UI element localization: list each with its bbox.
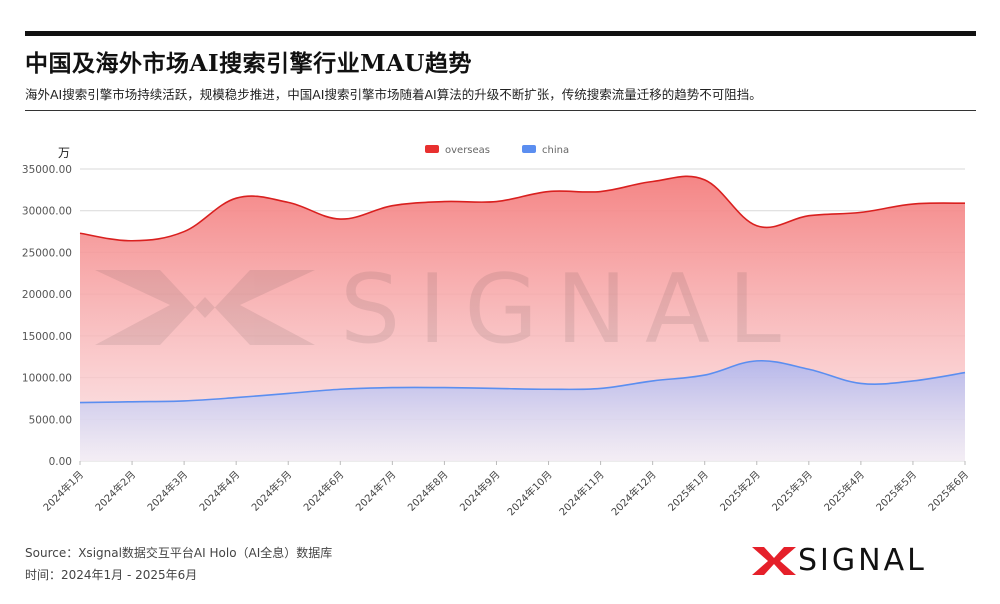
page-subtitle: 海外AI搜索引擎市场持续活跃，规模稳步推进，中国AI搜索引擎市场随着AI算法的升… (25, 87, 762, 102)
x-tick-label: 2024年7月 (353, 468, 399, 514)
logo-text: SIGNAL (798, 543, 927, 578)
overseas-line (79, 175, 966, 242)
x-tick-label: 2025年3月 (769, 468, 815, 514)
y-tick-label: 30000.00 (22, 206, 72, 218)
y-tick-label: 35000.00 (22, 164, 72, 176)
x-tick-label: 2024年4月 (196, 468, 242, 514)
x-tick-label: 2024年6月 (301, 468, 347, 514)
y-tick-label: 25000.00 (22, 247, 72, 259)
time-range-note: 时间：2024年1月 - 2025年6月 (25, 568, 198, 582)
x-tick-label: 2024年2月 (92, 468, 138, 514)
x-tick-label: 2025年5月 (873, 468, 919, 514)
divider (25, 110, 976, 111)
y-tick-label: 20000.00 (22, 289, 72, 301)
china-area (80, 360, 965, 461)
y-unit-label: 万 (58, 146, 70, 160)
x-tick-label: 2024年3月 (144, 468, 190, 514)
x-tick-label: 2024年11月 (556, 468, 606, 518)
y-tick-label: 5000.00 (29, 414, 72, 426)
x-tick-label: 2025年4月 (821, 468, 867, 514)
legend-label-overseas: overseas (445, 145, 490, 156)
x-tick-label: 2024年12月 (608, 468, 658, 518)
y-tick-label: 10000.00 (22, 373, 72, 385)
x-tick-label: 2025年2月 (717, 468, 763, 514)
watermark-x-icon (95, 270, 315, 345)
x-logo-icon (752, 547, 796, 575)
legend-swatch-overseas (425, 145, 439, 153)
x-tick-label: 2024年8月 (405, 468, 451, 514)
top-rule (25, 31, 976, 36)
y-tick-label: 15000.00 (22, 331, 72, 343)
source-note: Source：Xsignal数据交互平台AI Holo（AI全息）数据库 (25, 546, 333, 560)
watermark-text: SIGNAL (340, 255, 799, 365)
legend-swatch-china (522, 145, 536, 153)
page-title: 中国及海外市场AI搜索引擎行业MAU趋势 (25, 50, 472, 77)
legend: overseas china (425, 145, 569, 156)
x-tick-label: 2024年9月 (457, 468, 503, 514)
china-line (79, 359, 966, 404)
mau-area-chart: SIGNAL 0.00 5000.00 10000.00 15000.00 20000.… (22, 145, 971, 518)
x-tick-label: 2024年10月 (504, 468, 554, 518)
legend-label-china: china (542, 145, 569, 156)
x-tick-label: 2024年5月 (249, 468, 295, 514)
x-tick-label: 2025年6月 (925, 468, 971, 514)
y-tick-label: 0.00 (49, 456, 72, 468)
x-tick-label: 2024年1月 (40, 468, 86, 514)
area-layer (79, 175, 966, 461)
x-tick-label: 2025年1月 (665, 468, 711, 514)
xsignal-logo: SIGNAL (750, 541, 975, 581)
watermark: SIGNAL (95, 255, 799, 365)
